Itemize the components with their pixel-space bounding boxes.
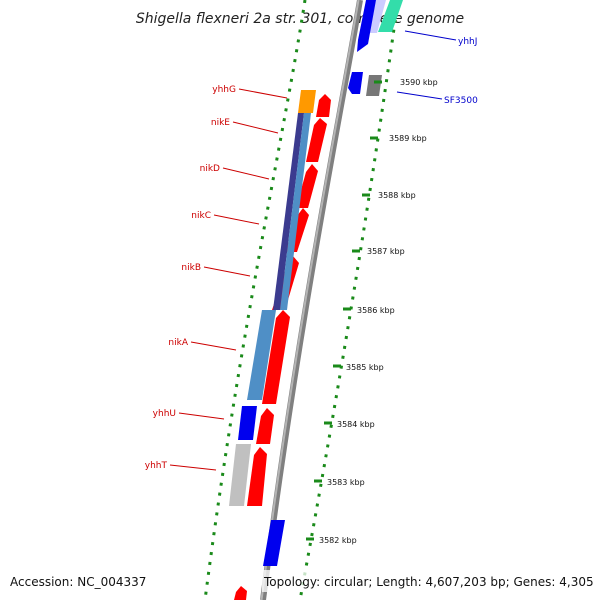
map-title: Shigella flexneri 2a str. 301, complete … xyxy=(136,11,464,27)
gene-leader-line xyxy=(169,464,217,471)
tick-label: 3586 kbp xyxy=(357,306,395,315)
topology-bg xyxy=(262,570,592,592)
gene-label: yhhU xyxy=(153,409,176,419)
gene-leader-line xyxy=(396,91,443,100)
tick-label: 3590 kbp xyxy=(400,78,438,87)
pale-feature xyxy=(367,0,386,33)
operon-light-band-lower xyxy=(247,310,276,400)
gene-red-nikA xyxy=(262,310,290,404)
gene-red-yhhU xyxy=(256,408,274,444)
gene-label: yhhJ xyxy=(458,37,477,47)
tick-label: 3582 kbp xyxy=(319,536,357,545)
gene-yhhG xyxy=(298,90,316,113)
scale-ticks: 3590 kbp 3589 kbp 3588 kbp 3587 kbp 3586 kbp… xyxy=(306,78,438,545)
outer-dotted-ring xyxy=(298,0,400,600)
gene-blue-3582 xyxy=(263,520,285,566)
gene-label: nikE xyxy=(211,118,230,128)
gene-label: yhhG xyxy=(212,85,236,95)
tick-label: 3585 kbp xyxy=(346,363,384,372)
teal-feature xyxy=(378,0,403,32)
gene-leader-line xyxy=(213,214,260,225)
gene-leader-line xyxy=(404,30,457,41)
gene-gray-sf3500 xyxy=(366,75,382,96)
gene-blue-3590 xyxy=(348,72,363,94)
gene-label: nikB xyxy=(181,263,201,273)
tick-label: 3587 kbp xyxy=(367,247,405,256)
gene-red-1 xyxy=(316,94,331,117)
operon-dark-band xyxy=(273,113,304,310)
gene-blue-yhhU xyxy=(238,406,257,440)
gene-leader-line xyxy=(203,266,251,277)
tick-label: 3589 kbp xyxy=(389,134,427,143)
topology-text: Topology: circular; Length: 4,607,203 bp… xyxy=(263,575,594,589)
gene-red-yhhT xyxy=(247,447,267,506)
gene-leader-line xyxy=(222,167,270,180)
gene-leader-line xyxy=(190,341,237,351)
gene-red-nikE xyxy=(306,118,327,162)
tick-label: 3588 kbp xyxy=(378,191,416,200)
gene-blue-top xyxy=(357,0,376,52)
gene-red-nikD xyxy=(296,164,318,208)
accession-text: Accession: NC_004337 xyxy=(10,575,146,589)
inner-dotted-ring xyxy=(203,0,307,600)
gene-leader-line xyxy=(238,88,288,99)
gene-red-bottom xyxy=(234,586,247,600)
tick-label: 3583 kbp xyxy=(327,478,365,487)
tick-label: 3584 kbp xyxy=(337,420,375,429)
operon-light-band xyxy=(280,113,311,310)
right-gene-labels: yhhJ SF3500 xyxy=(396,30,478,106)
gene-label: SF3500 xyxy=(444,96,478,106)
genome-backbone xyxy=(260,0,363,600)
gene-label: yhhT xyxy=(145,461,168,471)
left-gene-labels: yhhG nikE nikD nikC nikB nikA yhhU yhhT xyxy=(145,85,288,471)
gene-leader-line xyxy=(178,412,225,420)
gene-leader-line xyxy=(232,121,279,134)
gene-gray-yhhT xyxy=(229,444,251,506)
gene-label: nikA xyxy=(168,338,188,348)
gene-label: nikC xyxy=(191,211,211,221)
gene-label: nikD xyxy=(200,164,220,174)
